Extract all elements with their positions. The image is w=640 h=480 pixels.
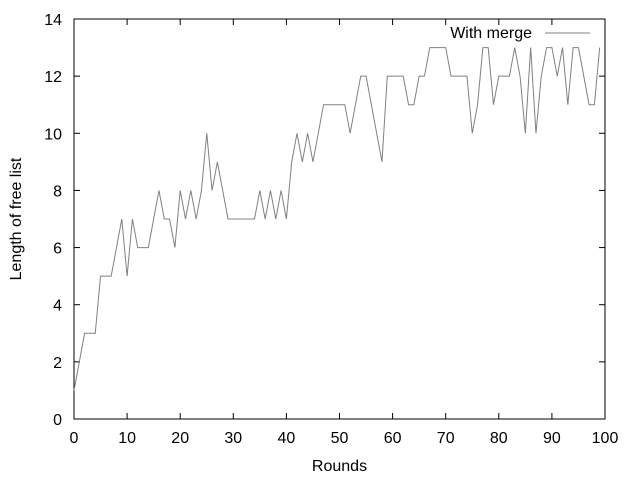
x-tick-label: 60 bbox=[384, 430, 402, 447]
legend-label: With merge bbox=[450, 25, 532, 42]
x-tick-label: 70 bbox=[437, 430, 455, 447]
x-axis-title: Rounds bbox=[312, 458, 367, 475]
x-tick-label: 90 bbox=[543, 430, 561, 447]
axis-tick-labels: 0 10 20 30 40 50 60 70 80 90 100 0 2 4 6 8 10 12 14 bbox=[44, 12, 618, 447]
x-tick-label: 30 bbox=[224, 430, 242, 447]
x-tick-label: 100 bbox=[592, 430, 619, 447]
y-tick-label: 8 bbox=[53, 183, 62, 200]
y-tick-label: 4 bbox=[53, 298, 62, 315]
x-tick-label: 80 bbox=[490, 430, 508, 447]
x-tick-label: 20 bbox=[171, 430, 189, 447]
y-tick-label: 12 bbox=[44, 69, 62, 86]
x-tick-label: 0 bbox=[70, 430, 79, 447]
y-tick-label: 2 bbox=[53, 355, 62, 372]
axis-ticks bbox=[73, 18, 606, 420]
y-tick-label: 10 bbox=[44, 126, 62, 143]
y-tick-label: 6 bbox=[53, 241, 62, 258]
x-tick-label: 50 bbox=[331, 430, 349, 447]
legend: With merge bbox=[450, 25, 590, 42]
series-group bbox=[73, 47, 601, 391]
series-line bbox=[73, 47, 601, 391]
x-tick-label: 40 bbox=[278, 430, 296, 447]
y-tick-label: 14 bbox=[44, 12, 62, 29]
y-axis-title: Length of free list bbox=[8, 157, 25, 280]
y-tick-label: 0 bbox=[53, 412, 62, 429]
x-tick-label: 10 bbox=[118, 430, 136, 447]
